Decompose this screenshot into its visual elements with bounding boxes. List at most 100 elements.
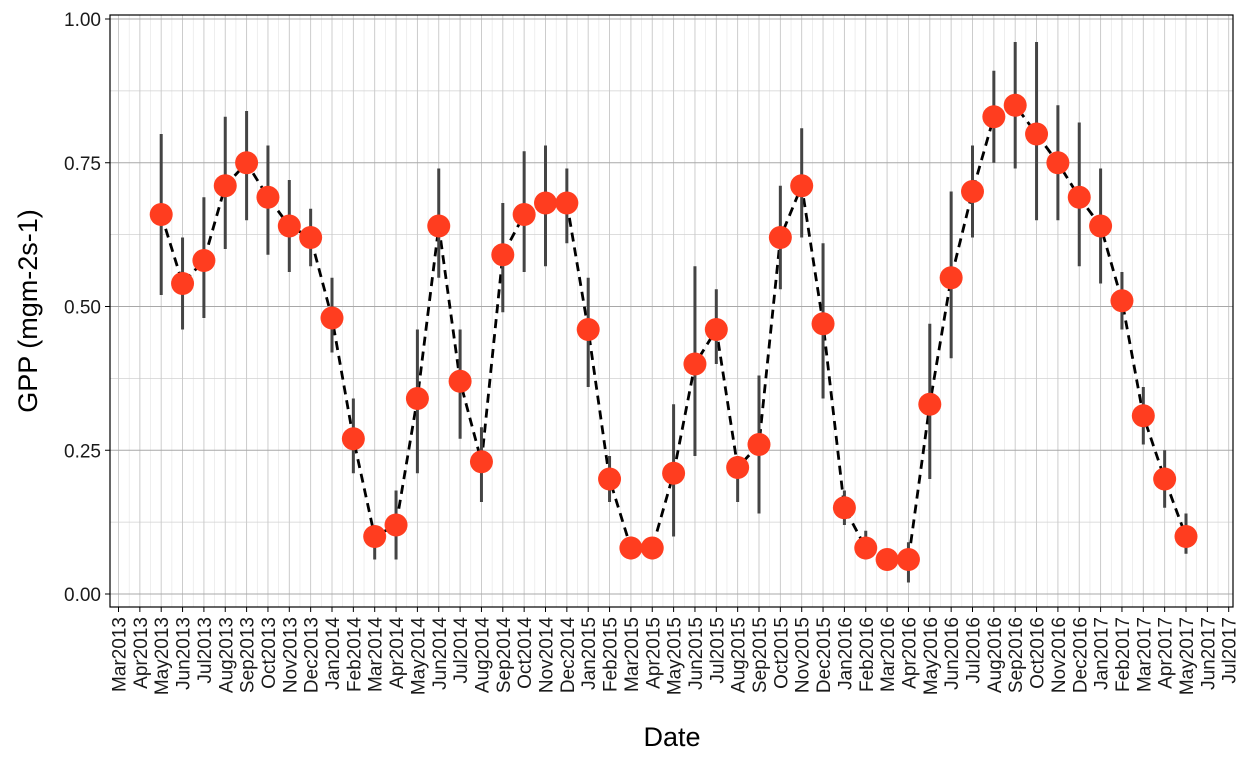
data-point	[341, 427, 365, 451]
data-point	[384, 513, 408, 537]
x-tick-label: Feb2017	[1113, 617, 1134, 692]
data-point	[448, 369, 472, 393]
y-tick-label: 1.00	[64, 10, 101, 31]
x-tick-label: Jun2015	[686, 617, 707, 690]
data-point	[469, 450, 493, 474]
x-tick-label: May2014	[408, 617, 429, 696]
data-point	[277, 214, 301, 238]
data-point	[662, 461, 686, 485]
data-point	[405, 387, 429, 410]
x-tick-label: Aug2014	[472, 617, 493, 694]
x-tick-label: Apr2013	[131, 617, 152, 689]
x-tick-label: Jul2016	[964, 617, 985, 684]
data-point	[811, 312, 835, 336]
data-point	[726, 456, 750, 479]
x-tick-label: Jan2016	[835, 617, 856, 690]
x-tick-label: May2017	[1177, 617, 1198, 695]
x-tick-label: May2013	[152, 617, 173, 695]
data-point	[598, 467, 622, 491]
x-tick-label: Aug2015	[729, 617, 750, 693]
data-point	[640, 536, 664, 560]
x-tick-label: Sep2013	[238, 617, 259, 693]
data-point	[1025, 122, 1049, 146]
data-point	[320, 306, 344, 330]
data-point	[192, 249, 216, 272]
data-point	[1174, 525, 1198, 548]
data-point	[363, 525, 387, 548]
x-tick-label: Jan2015	[579, 617, 600, 690]
data-point	[149, 203, 173, 226]
x-tick-label: Oct2015	[771, 617, 792, 689]
x-tick-label: Oct2013	[259, 617, 280, 689]
x-tick-label: Dec2014	[558, 617, 579, 693]
x-tick-label: Dec2013	[302, 617, 323, 693]
x-tick-label: Jul2014	[451, 617, 472, 684]
x-tick-label: Aug2016	[985, 617, 1006, 693]
major-gridlines	[110, 15, 1233, 607]
data-point	[1003, 93, 1027, 117]
data-point	[832, 496, 856, 520]
y-tick-label: 0.75	[64, 154, 101, 175]
x-tick-label: Sep2016	[1006, 617, 1027, 693]
x-tick-label: Apr2016	[899, 617, 920, 689]
x-tick-label: Mar2017	[1134, 617, 1155, 692]
data-point	[683, 352, 707, 376]
x-tick-label: Dec2016	[1070, 617, 1091, 693]
x-tick-label: Oct2014	[515, 617, 536, 689]
x-tick-label: Apr2017	[1156, 617, 1177, 689]
data-point	[768, 226, 792, 249]
x-tick-label: Jul2017	[1220, 617, 1241, 684]
x-tick-label: Apr2015	[643, 617, 664, 689]
y-tick-label: 0.25	[64, 441, 101, 462]
x-tick-label: Feb2014	[344, 617, 365, 692]
x-tick-label: Apr2014	[387, 617, 408, 689]
data-point	[619, 536, 643, 560]
x-tick-label: Jun2013	[174, 617, 195, 690]
data-point	[1153, 467, 1177, 491]
x-tick-label: Oct2016	[1028, 617, 1049, 689]
x-axis-title: Date	[643, 722, 700, 752]
x-tick-label: Jan2017	[1092, 617, 1113, 690]
x-tick-label: Jun2014	[430, 617, 451, 690]
x-axis: Mar2013 Apr2013 May2013 Jun2013 Jul2013 Aug20…	[110, 607, 1241, 695]
y-axis: 0.00 0.25 0.50 0.75 1.00	[64, 10, 110, 606]
x-tick-label: Nov2016	[1049, 617, 1070, 693]
data-point	[1110, 289, 1134, 313]
data-point	[875, 548, 899, 571]
data-point	[790, 174, 814, 198]
data-point	[427, 214, 451, 238]
data-point	[256, 185, 280, 209]
y-axis-title: GPP (mgm-2s-1)	[13, 209, 43, 413]
data-point	[704, 318, 728, 341]
x-tick-label: May2016	[921, 617, 942, 695]
data-point	[1131, 404, 1155, 428]
data-point	[747, 433, 771, 456]
x-tick-label: Jun2017	[1198, 617, 1219, 690]
data-point	[896, 548, 920, 571]
data-point	[961, 180, 984, 203]
x-tick-label: Jul2015	[707, 617, 728, 684]
x-tick-label: Mar2015	[622, 617, 643, 692]
data-point	[491, 243, 515, 267]
x-tick-label: Sep2014	[494, 617, 515, 694]
data-point	[213, 174, 237, 198]
data-point	[854, 536, 878, 560]
data-point	[534, 191, 557, 215]
x-tick-label: Aug2013	[216, 617, 237, 693]
x-tick-label: Sep2015	[750, 617, 771, 693]
x-tick-label: Mar2013	[110, 617, 131, 692]
data-point	[299, 226, 323, 249]
data-point	[576, 318, 600, 341]
data-point	[171, 272, 195, 295]
x-tick-label: Feb2016	[857, 617, 878, 692]
x-tick-label: May2015	[665, 617, 686, 695]
x-tick-label: Mar2016	[878, 617, 899, 692]
x-tick-label: Nov2014	[537, 617, 558, 693]
data-points	[149, 93, 1198, 571]
data-point	[555, 191, 579, 215]
data-point	[1089, 214, 1113, 238]
x-tick-label: Jan2014	[323, 617, 344, 690]
x-tick-label: Mar2014	[366, 617, 387, 692]
x-tick-label: Feb2015	[601, 617, 622, 692]
x-tick-label: Jul2013	[195, 617, 216, 684]
